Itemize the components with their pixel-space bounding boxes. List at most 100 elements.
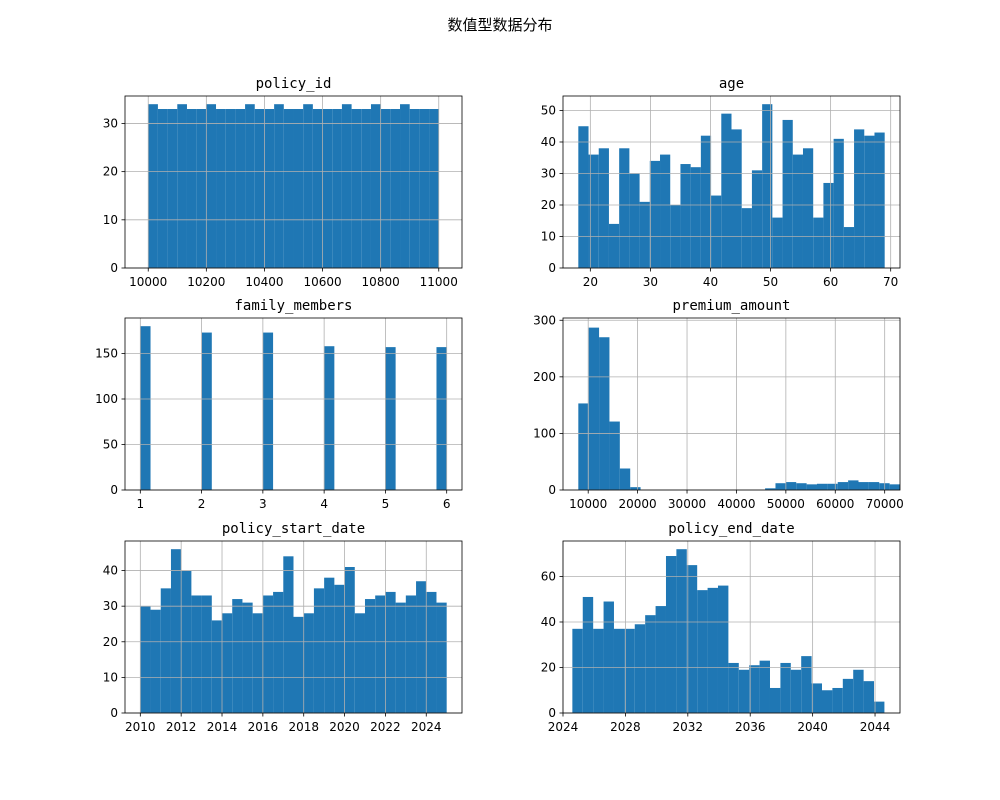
subplot-title: family_members	[234, 298, 352, 314]
histogram-bar	[157, 109, 168, 268]
histogram-bars	[148, 104, 439, 268]
x-tick-label: 10600	[303, 275, 341, 289]
histogram-bar	[645, 615, 656, 713]
histogram-bar	[225, 109, 236, 268]
histogram-bar	[324, 346, 335, 490]
histogram-bar	[332, 109, 342, 268]
histogram-bar	[823, 182, 834, 268]
x-tick-label: 6	[443, 497, 451, 511]
histogram-bar	[400, 104, 410, 268]
x-tick-label: 2016	[248, 720, 279, 734]
histogram-bar	[364, 599, 376, 713]
histogram-bar	[874, 701, 885, 713]
histogram-bar	[813, 217, 824, 268]
histogram-bar	[686, 565, 698, 713]
y-tick-label: 40	[541, 615, 556, 629]
histogram-bar	[211, 620, 223, 713]
x-tick-label: 11000	[420, 275, 458, 289]
histogram-bar	[322, 109, 333, 268]
y-tick-label: 10	[541, 229, 556, 243]
histogram-bar	[201, 595, 212, 713]
histogram-bar	[630, 487, 641, 490]
x-tick-label: 30000	[668, 497, 706, 511]
histogram-bar	[634, 624, 646, 713]
histogram-bars	[572, 549, 885, 713]
histogram-bars	[578, 327, 900, 490]
histogram-bar	[665, 556, 677, 713]
histogram-bar	[313, 588, 325, 713]
histogram-bar	[312, 109, 323, 268]
histogram-bar	[833, 138, 844, 268]
subplot-title: policy_id	[256, 76, 332, 92]
histogram-bar	[324, 577, 335, 713]
x-tick-label: 40000	[717, 497, 755, 511]
histogram-bar	[863, 681, 875, 713]
histogram-bar	[864, 135, 875, 268]
histogram-bar	[578, 403, 589, 490]
x-tick-label: 10200	[187, 275, 225, 289]
histogram-bar	[759, 660, 770, 713]
x-tick-label: 2024	[411, 720, 442, 734]
histogram-bar	[619, 468, 631, 490]
grid-lines	[125, 96, 462, 269]
y-tick-label: 0	[548, 483, 556, 497]
x-tick-label: 3	[259, 497, 267, 511]
histogram-bar	[832, 687, 843, 713]
axes-frame	[124, 95, 463, 269]
histogram-bar	[827, 483, 838, 490]
subplot-title: premium_amount	[672, 298, 790, 314]
histogram-bar	[660, 154, 671, 268]
histogram-bar	[416, 581, 427, 713]
histogram-bar	[751, 170, 763, 268]
histogram-bar	[775, 483, 786, 490]
histogram-bar	[216, 109, 226, 268]
x-tick-label: 2010	[125, 720, 156, 734]
x-tick-label: 50	[763, 275, 778, 289]
figure-title: 数值型数据分布	[447, 16, 552, 34]
x-tick-label: 30	[643, 275, 658, 289]
x-tick-label: 50000	[767, 497, 805, 511]
histogram-bar	[762, 104, 773, 268]
histogram-bar	[765, 488, 776, 490]
x-tick-label: 2022	[370, 720, 401, 734]
axes-frame	[124, 540, 463, 714]
histogram-bar	[858, 482, 869, 490]
x-tick-label: 2018	[288, 720, 319, 734]
histogram-bar	[245, 104, 255, 268]
histogram-bar	[599, 337, 610, 490]
histogram-bar	[769, 687, 781, 713]
histogram-bar	[303, 104, 313, 268]
histogram-bar	[741, 208, 752, 268]
histogram-bar	[738, 669, 750, 713]
histogram-bar	[782, 119, 793, 268]
histogram-bar	[889, 484, 900, 490]
histogram-bar	[853, 669, 864, 713]
histogram-bar	[426, 591, 437, 713]
y-tick-label: 20	[103, 165, 118, 179]
histogram-bar	[222, 613, 233, 713]
histogram-bar	[790, 669, 802, 713]
y-tick-label: 0	[110, 261, 118, 275]
histogram-bar	[375, 595, 386, 713]
subplot-family_members: 1 2 3 4 5 6 0 50 100 150 family_members	[95, 298, 463, 511]
y-tick-label: 10	[103, 213, 118, 227]
histogram-bar	[690, 167, 701, 268]
histogram-bar	[177, 104, 187, 268]
histogram-bar	[792, 154, 803, 268]
y-tick-label: 30	[541, 166, 556, 180]
x-tick-label: 40	[703, 275, 718, 289]
x-tick-label: 2032	[673, 720, 704, 734]
x-tick-label: 2014	[207, 720, 238, 734]
histogram-bar	[206, 104, 217, 268]
histogram-bar	[822, 690, 833, 713]
subplot-policy_end_date: 2024 2028 2032 2036 2040 20440204060policy_en…	[541, 521, 901, 734]
axes-frame	[124, 317, 463, 491]
histogram-bar	[772, 217, 783, 268]
histogram-bar	[303, 613, 314, 713]
histogram-bar	[436, 602, 447, 713]
x-tick-label: 20000	[619, 497, 657, 511]
histogram-bar	[837, 482, 849, 490]
subplot-policy_start_date: 2010 2012 2014 2016 2018 2020 2022 2024 0 10 20 30 4…	[103, 521, 463, 734]
histogram-bar	[802, 148, 814, 268]
